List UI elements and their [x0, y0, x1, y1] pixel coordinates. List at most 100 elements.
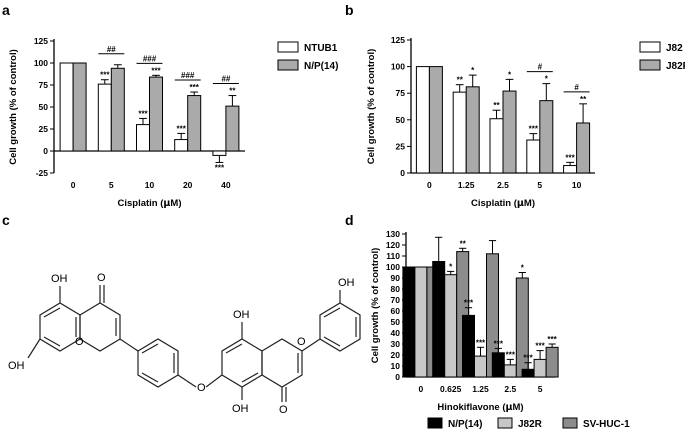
panel-label-b: b [345, 2, 354, 18]
y-tick-label: 110 [386, 251, 400, 261]
y-tick-label: 125 [34, 36, 48, 46]
atom-o-ring: O [75, 336, 84, 348]
bar [521, 368, 535, 378]
x-tick-label: 5 [109, 180, 114, 190]
bond [27, 338, 41, 359]
atom-oh-7-double-prime: OH [233, 309, 250, 321]
y-tick-label: 75 [396, 88, 406, 98]
bond [323, 336, 341, 347]
significance-marker: ** [457, 76, 464, 85]
significance-marker: * [471, 66, 475, 75]
bar [110, 67, 125, 152]
bar [491, 352, 505, 378]
y-tick-label: 90 [391, 273, 401, 283]
significance-marker: *** [100, 71, 110, 80]
legend-label: N/P(14) [304, 61, 338, 72]
bar [545, 346, 559, 378]
bar [415, 66, 430, 174]
y-tick-label: 0 [400, 168, 405, 178]
bar [225, 105, 240, 152]
x-axis-label: Hinokiflavone (μM) [437, 402, 523, 413]
bar [414, 266, 428, 378]
bar [462, 314, 475, 378]
comparison-marker: ## [107, 45, 116, 54]
legend-label: J82R [666, 61, 685, 72]
significance-marker: * [449, 262, 453, 271]
bar [72, 62, 87, 152]
y-tick-label: 100 [391, 62, 405, 72]
bar [576, 122, 591, 174]
x-tick-label: 2.5 [504, 384, 516, 394]
y-tick-label: 120 [386, 240, 400, 250]
x-tick-label: 2.5 [497, 180, 509, 190]
x-tick-label: 0 [419, 384, 424, 394]
significance-marker: *** [506, 350, 516, 359]
x-tick-label: 10 [572, 180, 582, 190]
significance-marker: ** [580, 95, 587, 104]
bar [539, 100, 554, 174]
x-axis-label: Cisplatin (μM) [118, 198, 182, 209]
bond [43, 336, 61, 347]
comparison-marker: # [574, 83, 579, 92]
bar [444, 274, 458, 378]
comparison-marker: ### [143, 54, 157, 63]
legend-label: N/P(14) [448, 419, 482, 430]
bar [136, 124, 150, 152]
bar [402, 266, 416, 378]
bond [323, 307, 341, 318]
x-tick-label: 5 [538, 384, 543, 394]
significance-marker: *** [215, 163, 225, 172]
bar [432, 261, 446, 378]
bar [97, 83, 112, 152]
atom-o-carbonyl: O [97, 272, 106, 284]
y-tick-label: 40 [391, 328, 401, 338]
bar [452, 91, 467, 174]
bond [141, 343, 159, 354]
bar [212, 150, 227, 156]
bond [225, 343, 243, 354]
bar [502, 90, 517, 174]
significance-marker: * [508, 70, 512, 79]
y-axis-label: Cell growth (% of control) [8, 49, 19, 165]
bar [187, 95, 202, 152]
x-tick-label: 0.625 [440, 384, 462, 394]
atom-o-bridge: O [197, 382, 206, 394]
significance-marker: *** [565, 153, 575, 162]
y-tick-label: 100 [34, 58, 48, 68]
atom-o-ring-double-prime: O [297, 336, 306, 348]
atom-oh-5-double-prime: OH [232, 403, 249, 415]
x-tick-label: 0 [427, 180, 432, 190]
comparison-marker: ## [221, 75, 230, 84]
bond [43, 307, 61, 318]
bar [59, 62, 74, 152]
legend-label: NTUB1 [304, 43, 338, 54]
panel-label-c: c [2, 212, 10, 228]
panel-label-d: d [345, 212, 354, 228]
atom-oh-7: OH [8, 360, 25, 372]
significance-marker: ** [460, 239, 467, 248]
y-tick-label: 0 [395, 372, 400, 382]
legend-swatch [562, 417, 578, 429]
y-tick-label: 25 [39, 124, 49, 134]
significance-marker: *** [523, 354, 533, 363]
chemical-structure [27, 285, 361, 402]
legend-label: J82R [518, 419, 543, 430]
x-tick-label: 1.25 [472, 384, 489, 394]
atom-o-carbonyl-double-prime: O [279, 404, 288, 416]
x-axis-label: Cisplatin (μM) [471, 198, 535, 209]
significance-marker: * [521, 264, 525, 273]
y-tick-label: 0 [43, 146, 48, 156]
y-tick-label: 100 [386, 262, 400, 272]
significance-marker: ** [493, 101, 500, 110]
y-axis-label: Cell growth (% of control) [370, 248, 381, 364]
y-tick-label: 50 [396, 115, 406, 125]
comparison-marker: # [538, 63, 543, 72]
significance-marker: *** [535, 342, 545, 351]
significance-marker: *** [464, 299, 474, 308]
x-tick-label: 0 [71, 180, 76, 190]
legend-label: SV-HUC-1 [583, 419, 630, 430]
x-tick-label: 20 [183, 180, 193, 190]
y-tick-label: 25 [396, 141, 406, 151]
y-tick-label: 70 [391, 295, 401, 305]
